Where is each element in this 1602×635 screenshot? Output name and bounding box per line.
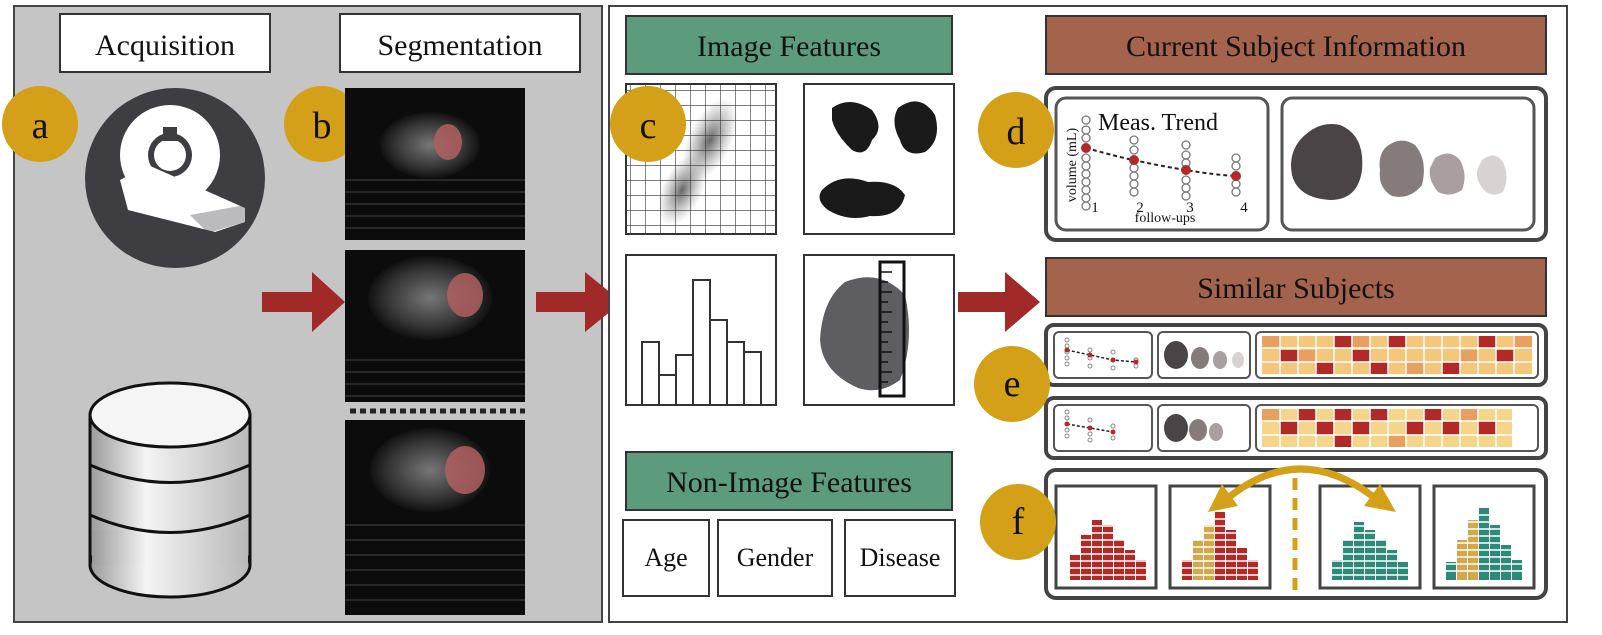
trend-title: Meas. Trend — [1098, 110, 1218, 136]
marker-a-label: a — [32, 105, 49, 147]
ct-stack-1 — [345, 88, 525, 240]
marker-d — [978, 92, 1054, 168]
similar-subject-row-1 — [1044, 323, 1548, 387]
arrow-to-features — [536, 272, 622, 332]
segmentation-label: Segmentation — [378, 29, 543, 62]
marker-c — [610, 86, 686, 162]
acquisition-box — [59, 13, 271, 73]
image-features-section: Image Features c — [610, 15, 955, 406]
similar-subjects-title: Similar Subjects — [1197, 272, 1395, 305]
trend-xlabel: follow-ups — [1135, 211, 1196, 226]
heatmap-2 — [1262, 409, 1512, 447]
shape-progression — [1291, 124, 1507, 200]
disease-box — [844, 519, 956, 597]
acquisition-label: Acquisition — [95, 29, 235, 62]
marker-b-label: b — [313, 105, 332, 147]
marker-a — [2, 86, 78, 162]
trend-tick-3: 3 — [1186, 200, 1194, 216]
trend-scatter-points — [1081, 115, 1241, 211]
marker-f — [980, 484, 1056, 560]
arrow-to-segmentation — [262, 272, 345, 332]
trend-tick-1: 1 — [1091, 200, 1099, 216]
marker-b — [284, 86, 360, 162]
shape-feature — [803, 83, 955, 235]
similar-subject-row-2 — [1044, 396, 1548, 460]
similar-subjects-header — [1045, 257, 1547, 317]
marker-f-label: f — [1012, 501, 1025, 543]
comparison-arrowhead-left — [1208, 484, 1238, 512]
image-features-header — [625, 15, 953, 75]
left-panel: Acquisition Segmentation a b — [2, 5, 603, 623]
marker-c-label: c — [640, 105, 657, 147]
non-image-features-header — [625, 451, 953, 511]
marker-e-label: e — [1004, 363, 1021, 405]
heatmap-1 — [1262, 336, 1532, 374]
ct-scanner-icon — [85, 88, 265, 268]
age-label: Age — [644, 543, 687, 572]
marker-d-label: d — [1007, 111, 1026, 153]
ct-stack-3 — [345, 420, 525, 615]
segmentation-box — [339, 13, 581, 73]
trend-tick-2: 2 — [1136, 200, 1144, 216]
comparison-arrow — [1225, 465, 1378, 501]
database-icon — [88, 381, 252, 599]
age-box — [622, 519, 710, 597]
ct-stack-2 — [345, 250, 525, 402]
trend-plot-box — [1054, 96, 1270, 232]
histogram-comparison-section: f — [980, 465, 1548, 600]
gender-box — [717, 519, 833, 597]
image-features-title: Image Features — [697, 30, 881, 63]
trend-mean-points — [1081, 143, 1241, 181]
trend-ylabel: volume (mL) — [1065, 128, 1080, 203]
current-subject-section: Current Subject Information Meas. Trend … — [978, 15, 1548, 242]
non-image-features-section: Non-Image Features Age Gender Disease — [622, 451, 956, 597]
histogram-feature — [625, 254, 777, 406]
trend-tick-4: 4 — [1240, 200, 1248, 216]
current-subject-header — [1045, 15, 1547, 75]
arrow-to-similar-subjects — [958, 272, 1040, 332]
comparison-arrowhead-right — [1364, 484, 1396, 512]
gender-label: Gender — [737, 543, 814, 572]
similar-subjects-section: Similar Subjects — [974, 257, 1548, 460]
current-subject-title: Current Subject Information — [1126, 30, 1466, 63]
trend-line — [1085, 147, 1237, 177]
marker-e — [974, 346, 1050, 422]
size-ruler-feature — [803, 254, 955, 406]
disease-label: Disease — [860, 543, 941, 572]
non-image-features-title: Non-Image Features — [666, 466, 912, 499]
